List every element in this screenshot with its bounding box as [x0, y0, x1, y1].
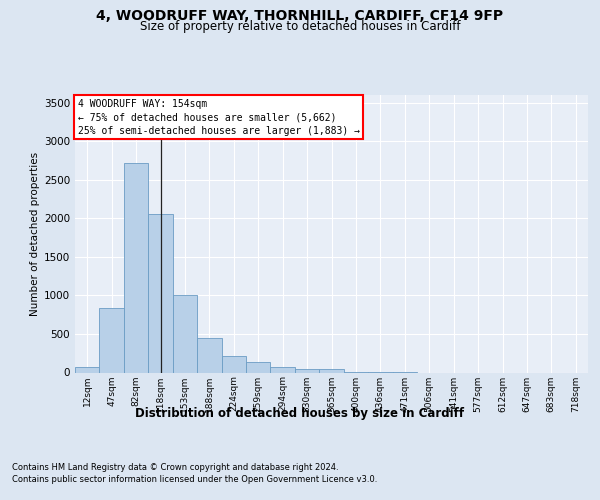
Text: Contains public sector information licensed under the Open Government Licence v3: Contains public sector information licen…	[12, 475, 377, 484]
Bar	[173, 296, 197, 372]
Y-axis label: Number of detached properties: Number of detached properties	[30, 152, 40, 316]
Bar	[246, 362, 271, 372]
Bar	[295, 368, 319, 372]
Bar	[75, 366, 100, 372]
Bar	[100, 308, 124, 372]
Text: Size of property relative to detached houses in Cardiff: Size of property relative to detached ho…	[140, 20, 460, 33]
Text: Contains HM Land Registry data © Crown copyright and database right 2024.: Contains HM Land Registry data © Crown c…	[12, 462, 338, 471]
Bar	[124, 163, 148, 372]
Bar	[148, 214, 173, 372]
Bar	[271, 368, 295, 372]
Text: Distribution of detached houses by size in Cardiff: Distribution of detached houses by size …	[136, 408, 464, 420]
Bar	[319, 370, 344, 372]
Bar	[197, 338, 221, 372]
Text: 4, WOODRUFF WAY, THORNHILL, CARDIFF, CF14 9FP: 4, WOODRUFF WAY, THORNHILL, CARDIFF, CF1…	[97, 9, 503, 23]
Text: 4 WOODRUFF WAY: 154sqm
← 75% of detached houses are smaller (5,662)
25% of semi-: 4 WOODRUFF WAY: 154sqm ← 75% of detached…	[77, 99, 359, 136]
Bar	[221, 356, 246, 372]
